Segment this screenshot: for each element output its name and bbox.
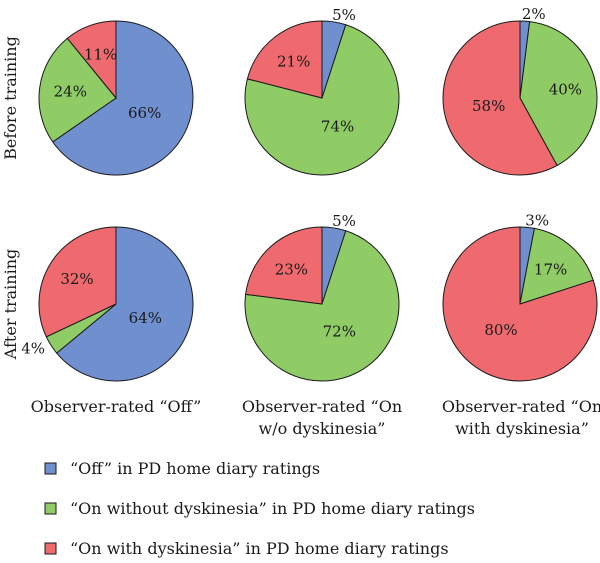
pie-after-col2: 5% 72% 23% bbox=[244, 212, 400, 382]
pie-after-col1: 64% 4% 32% bbox=[21, 226, 194, 382]
data-label: 2% bbox=[522, 5, 546, 23]
data-label: 17% bbox=[534, 260, 567, 278]
data-label: 74% bbox=[321, 117, 354, 135]
pies-layer: 66% 24% 11% 5% 74% 21% 2% 40% 58% 64% 4% 32% 5% 72% 23… bbox=[21, 5, 598, 382]
pie-slice-on-without-dyskinesia bbox=[38, 37, 117, 143]
pie-slice-on-with-dyskinesia bbox=[66, 20, 117, 100]
pie-after-col3: 3% 17% 80% bbox=[442, 211, 598, 382]
data-label: 23% bbox=[275, 260, 308, 278]
pie-slice-on-with-dyskinesia bbox=[442, 226, 598, 382]
pie-slice-on-without-dyskinesia bbox=[519, 227, 594, 305]
legend-label-2: “On without dyskinesia” in PD home diary… bbox=[70, 499, 475, 518]
column-label-2: Observer-rated “On bbox=[242, 397, 402, 416]
legend-swatch-2 bbox=[44, 502, 57, 515]
data-label: 4% bbox=[21, 339, 45, 357]
pie-before-col3: 2% 40% 58% bbox=[442, 5, 598, 176]
column-label-3: with dyskinesia” bbox=[455, 419, 589, 438]
data-label: 80% bbox=[484, 321, 517, 339]
pie-slice-on-with-dyskinesia bbox=[246, 20, 323, 99]
data-label: 21% bbox=[277, 53, 310, 71]
data-label: 5% bbox=[332, 6, 356, 24]
data-label: 66% bbox=[128, 104, 161, 122]
column-label-2: w/o dyskinesia” bbox=[259, 419, 386, 438]
pie-slice-off bbox=[52, 20, 194, 176]
legend-swatch-1 bbox=[44, 462, 57, 475]
legend-swatch-3 bbox=[44, 542, 57, 555]
data-label: 3% bbox=[525, 211, 549, 229]
pie-slice-on-without-dyskinesia bbox=[244, 24, 400, 176]
row-label-after: After training bbox=[1, 249, 20, 361]
pie-slice-off bbox=[55, 226, 194, 382]
data-label: 5% bbox=[332, 212, 356, 230]
row-labels: Before training After training bbox=[1, 36, 20, 360]
data-label: 64% bbox=[129, 309, 162, 327]
pie-slice-on-without-dyskinesia bbox=[519, 21, 598, 167]
column-labels: Observer-rated “Off” Observer-rated “On w/… bbox=[31, 397, 600, 438]
pie-before-col2: 5% 74% 21% bbox=[244, 6, 400, 176]
pie-slice-on-without-dyskinesia bbox=[244, 230, 400, 382]
data-label: 58% bbox=[472, 97, 505, 115]
pie-before-col1: 66% 24% 11% bbox=[38, 20, 194, 176]
pie-slice-on-with-dyskinesia bbox=[442, 20, 558, 176]
column-label-1: Observer-rated “Off” bbox=[31, 397, 202, 416]
legend: “Off” in PD home diary ratings “On withou… bbox=[44, 459, 475, 558]
data-label: 40% bbox=[549, 80, 582, 98]
data-label: 32% bbox=[60, 270, 93, 288]
row-label-before: Before training bbox=[1, 36, 20, 160]
data-label: 11% bbox=[84, 46, 117, 64]
legend-label-3: “On with dyskinesia” in PD home diary ra… bbox=[70, 539, 449, 558]
pie-slice-on-with-dyskinesia bbox=[245, 226, 323, 305]
data-label: 72% bbox=[323, 322, 356, 340]
legend-label-1: “Off” in PD home diary ratings bbox=[70, 459, 320, 478]
data-label: 24% bbox=[54, 83, 87, 101]
pie-slice-on-with-dyskinesia bbox=[38, 226, 117, 338]
column-label-3: Observer-rated “On bbox=[442, 397, 600, 416]
